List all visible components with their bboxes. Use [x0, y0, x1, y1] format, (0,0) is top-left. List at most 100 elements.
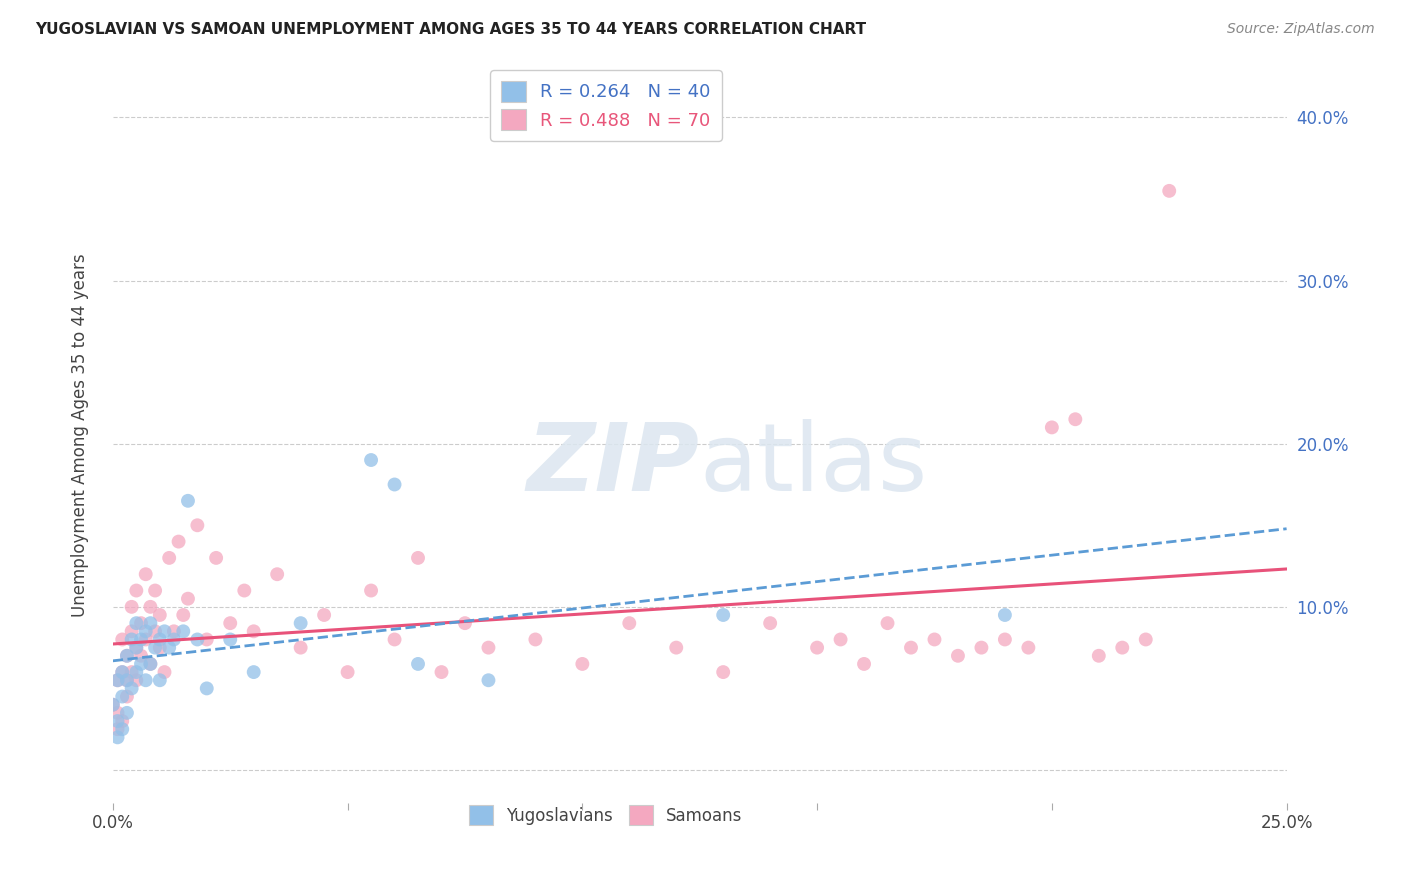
Point	[195, 632, 218, 647]
Point	[143, 640, 166, 655]
Point	[153, 624, 176, 639]
Point	[135, 673, 157, 688]
Point	[924, 632, 946, 647]
Point	[477, 640, 499, 655]
Text: Source: ZipAtlas.com: Source: ZipAtlas.com	[1227, 22, 1375, 37]
Point	[143, 583, 166, 598]
Point	[177, 591, 200, 606]
Point	[290, 640, 312, 655]
Point	[115, 673, 138, 688]
Point	[759, 616, 782, 631]
Point	[195, 681, 218, 696]
Point	[314, 607, 336, 622]
Point	[139, 657, 162, 671]
Point	[107, 673, 129, 688]
Point	[384, 477, 406, 491]
Point	[121, 599, 143, 614]
Point	[139, 599, 162, 614]
Point	[336, 665, 359, 679]
Point	[111, 714, 134, 728]
Point	[1017, 640, 1039, 655]
Point	[129, 648, 152, 663]
Point	[430, 665, 453, 679]
Legend: Yugoslavians, Samoans: Yugoslavians, Samoans	[460, 796, 752, 835]
Point	[129, 632, 152, 647]
Point	[157, 550, 180, 565]
Point	[970, 640, 993, 655]
Point	[290, 616, 312, 631]
Point	[853, 657, 876, 671]
Point	[125, 640, 148, 655]
Point	[163, 624, 186, 639]
Y-axis label: Unemployment Among Ages 35 to 44 years: Unemployment Among Ages 35 to 44 years	[72, 253, 89, 617]
Point	[135, 567, 157, 582]
Point	[107, 714, 129, 728]
Point	[360, 583, 382, 598]
Point	[876, 616, 898, 631]
Point	[172, 607, 194, 622]
Point	[994, 607, 1017, 622]
Point	[153, 665, 176, 679]
Point	[101, 698, 124, 712]
Point	[125, 640, 148, 655]
Point	[524, 632, 547, 647]
Point	[121, 624, 143, 639]
Point	[830, 632, 852, 647]
Text: atlas: atlas	[700, 419, 928, 511]
Point	[149, 640, 172, 655]
Point	[149, 673, 172, 688]
Point	[163, 632, 186, 647]
Point	[111, 722, 134, 736]
Point	[129, 657, 152, 671]
Point	[1040, 420, 1063, 434]
Point	[125, 673, 148, 688]
Point	[186, 632, 208, 647]
Point	[205, 550, 228, 565]
Point	[115, 648, 138, 663]
Point	[157, 640, 180, 655]
Point	[242, 624, 264, 639]
Point	[1135, 632, 1157, 647]
Point	[143, 624, 166, 639]
Point	[994, 632, 1017, 647]
Point	[111, 665, 134, 679]
Point	[1064, 412, 1087, 426]
Point	[900, 640, 922, 655]
Point	[115, 690, 138, 704]
Point	[139, 657, 162, 671]
Point	[125, 616, 148, 631]
Point	[384, 632, 406, 647]
Point	[406, 657, 429, 671]
Point	[242, 665, 264, 679]
Point	[139, 616, 162, 631]
Text: YUGOSLAVIAN VS SAMOAN UNEMPLOYMENT AMONG AGES 35 TO 44 YEARS CORRELATION CHART: YUGOSLAVIAN VS SAMOAN UNEMPLOYMENT AMONG…	[35, 22, 866, 37]
Point	[233, 583, 256, 598]
Point	[125, 665, 148, 679]
Point	[107, 673, 129, 688]
Point	[219, 616, 242, 631]
Point	[167, 534, 190, 549]
Point	[946, 648, 969, 663]
Text: ZIP: ZIP	[527, 419, 700, 511]
Point	[619, 616, 641, 631]
Point	[360, 453, 382, 467]
Point	[711, 665, 734, 679]
Point	[149, 607, 172, 622]
Point	[186, 518, 208, 533]
Point	[121, 665, 143, 679]
Point	[266, 567, 288, 582]
Point	[115, 673, 138, 688]
Point	[101, 698, 124, 712]
Point	[107, 722, 129, 736]
Point	[125, 583, 148, 598]
Point	[172, 624, 194, 639]
Point	[477, 673, 499, 688]
Point	[115, 706, 138, 720]
Point	[406, 550, 429, 565]
Point	[121, 632, 143, 647]
Point	[149, 632, 172, 647]
Point	[115, 648, 138, 663]
Point	[454, 616, 477, 631]
Point	[107, 706, 129, 720]
Point	[806, 640, 828, 655]
